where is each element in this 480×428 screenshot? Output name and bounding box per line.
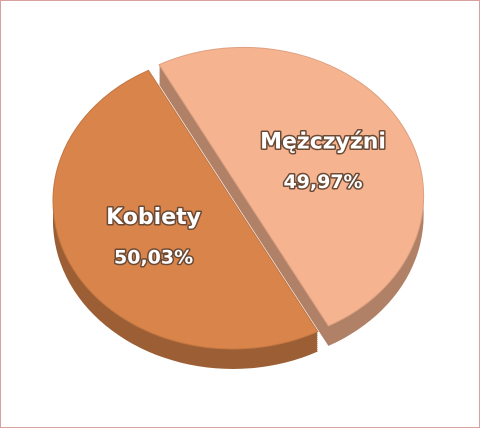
slice-top	[52, 69, 319, 350]
slice	[52, 69, 319, 350]
slice-top	[158, 46, 424, 327]
slice-label: Kobiety	[106, 205, 201, 230]
slice-value-label: 49,97%	[283, 171, 362, 193]
slice	[158, 46, 424, 327]
slice-value-label: 50,03%	[114, 246, 193, 268]
slice-label: Mężczyźni	[260, 130, 386, 155]
